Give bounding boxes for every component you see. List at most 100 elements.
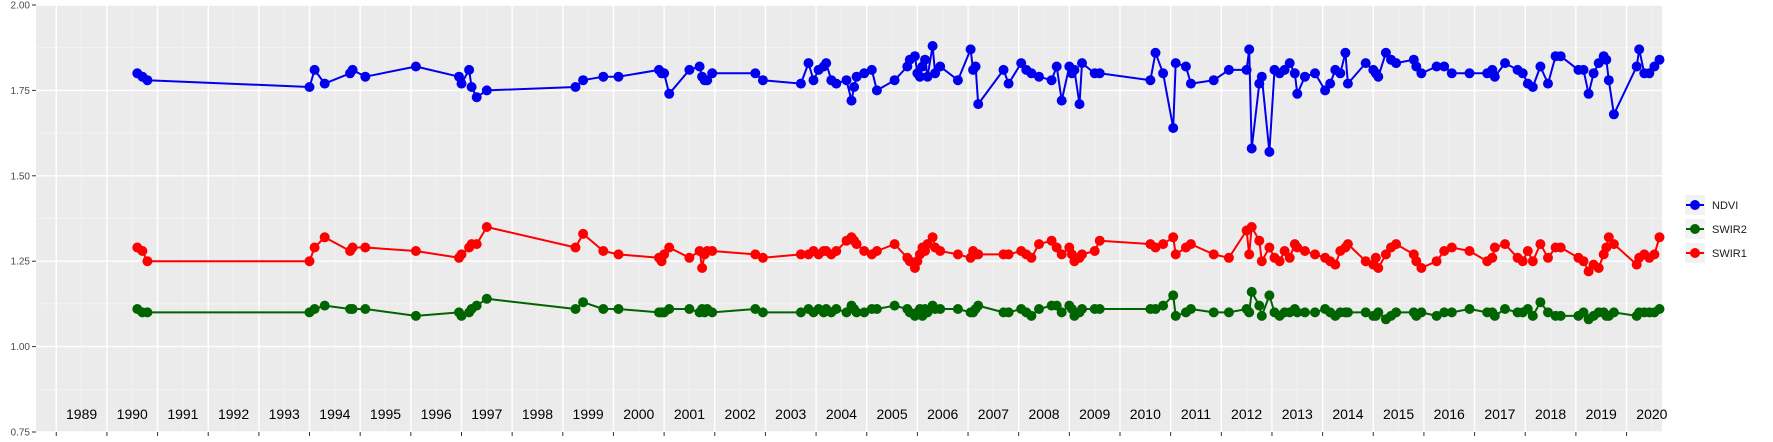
data-point-swir2	[598, 304, 609, 314]
data-point-ndvi	[464, 64, 475, 75]
data-point-ndvi	[481, 85, 492, 96]
data-point-ndvi	[1608, 109, 1619, 120]
data-point-swir2	[1522, 304, 1533, 314]
data-point-ndvi	[859, 68, 870, 79]
data-point-swir2	[1256, 310, 1267, 321]
data-point-swir1	[1535, 239, 1546, 250]
data-point-ndvi	[851, 71, 862, 82]
data-point-swir2	[1439, 307, 1450, 318]
data-point-swir2	[922, 307, 933, 318]
data-point-swir2	[795, 307, 806, 318]
data-point-swir1	[1522, 246, 1533, 256]
data-point-swir2	[831, 304, 842, 314]
data-point-swir1	[471, 239, 482, 250]
data-point-swir1	[1608, 239, 1619, 250]
y-tick-label: 1.75	[11, 86, 31, 97]
data-point-ndvi	[1555, 51, 1566, 62]
data-point-ndvi	[1489, 71, 1500, 82]
data-point-swir2	[481, 293, 492, 304]
data-point-swir1	[973, 249, 984, 260]
data-point-swir1	[1170, 249, 1181, 260]
data-point-ndvi	[841, 75, 852, 86]
data-point-swir1	[1223, 252, 1234, 263]
data-point-swir2	[1158, 300, 1169, 311]
data-point-swir2	[1094, 304, 1105, 314]
data-point-swir2	[1208, 307, 1219, 318]
data-point-swir2	[1034, 304, 1044, 314]
data-point-ndvi	[952, 75, 963, 86]
data-point-ndvi	[1588, 68, 1599, 79]
data-point-ndvi	[1603, 75, 1614, 86]
data-point-swir1	[1256, 256, 1267, 267]
data-point-ndvi	[1094, 68, 1105, 79]
data-point-swir2	[1026, 310, 1037, 321]
data-point-swir2	[1003, 307, 1014, 318]
data-point-ndvi	[920, 54, 930, 65]
data-point-swir1	[1603, 232, 1614, 243]
data-point-ndvi	[319, 78, 330, 89]
data-point-swir2	[1254, 300, 1265, 311]
data-point-swir2	[1535, 297, 1546, 308]
data-point-ndvi	[757, 75, 768, 86]
data-point-swir2	[1654, 304, 1665, 314]
data-point-ndvi	[909, 51, 920, 62]
year-label: 1996	[421, 406, 452, 422]
data-point-ndvi	[1256, 71, 1267, 82]
data-point-swir1	[922, 239, 933, 250]
data-point-ndvi	[821, 58, 832, 69]
year-label: 2015	[1383, 406, 1414, 422]
y-axis: 0.75 1.00 1.25 1.50 1.75 2.00	[11, 1, 36, 439]
year-label: 1990	[117, 406, 148, 422]
data-point-swir1	[1026, 252, 1037, 263]
data-point-swir2	[1489, 310, 1500, 321]
data-point-ndvi	[1246, 143, 1257, 154]
data-point-ndvi	[1289, 68, 1300, 79]
data-point-ndvi	[1158, 68, 1169, 79]
data-point-swir1	[1034, 239, 1044, 250]
data-point-ndvi	[1464, 68, 1475, 79]
data-point-swir2	[1150, 304, 1161, 314]
data-point-ndvi	[598, 71, 609, 82]
data-point-ndvi	[1016, 58, 1027, 69]
data-point-swir1	[1527, 256, 1538, 267]
data-point-swir2	[1543, 307, 1553, 318]
data-point-ndvi	[750, 68, 761, 79]
data-point-ndvi	[1340, 47, 1351, 58]
data-point-swir1	[1089, 246, 1100, 256]
data-point-swir1	[707, 246, 718, 256]
data-point-swir2	[664, 304, 675, 314]
data-point-swir1	[1431, 256, 1442, 267]
year-label: 2010	[1130, 406, 1161, 422]
data-point-swir2	[851, 307, 862, 318]
data-point-swir2	[471, 300, 482, 311]
data-point-swir1	[1370, 252, 1381, 263]
data-point-swir1	[1593, 263, 1604, 273]
x-axis: 1989 1990 1991 1992 1993 1994 1995 1996 1997 1998…	[55, 406, 1668, 436]
data-point-ndvi	[309, 64, 320, 75]
data-point-swir1	[750, 249, 761, 260]
data-point-ndvi	[1517, 68, 1528, 79]
year-label: 1998	[522, 406, 553, 422]
data-point-ndvi	[1026, 68, 1037, 79]
data-point-ndvi	[1601, 54, 1612, 65]
data-point-swir2	[1446, 307, 1457, 318]
data-point-swir2	[319, 300, 330, 311]
data-point-swir1	[1439, 246, 1450, 256]
year-label: 2006	[927, 406, 958, 422]
year-label: 2001	[674, 406, 705, 422]
year-label: 1993	[269, 406, 300, 422]
data-point-ndvi	[1284, 58, 1295, 69]
year-label: 1995	[370, 406, 401, 422]
year-label: 2011	[1181, 406, 1211, 422]
year-label: 2003	[775, 406, 806, 422]
data-point-ndvi	[1431, 61, 1442, 72]
data-point-swir1	[697, 263, 708, 273]
data-point-ndvi	[1074, 99, 1085, 110]
data-point-swir1	[347, 242, 358, 253]
data-point-ndvi	[846, 95, 857, 106]
data-point-ndvi	[694, 61, 705, 72]
data-point-ndvi	[1292, 88, 1303, 99]
data-point-swir1	[1654, 232, 1665, 243]
data-point-ndvi	[831, 78, 842, 89]
data-point-ndvi	[1411, 61, 1422, 72]
